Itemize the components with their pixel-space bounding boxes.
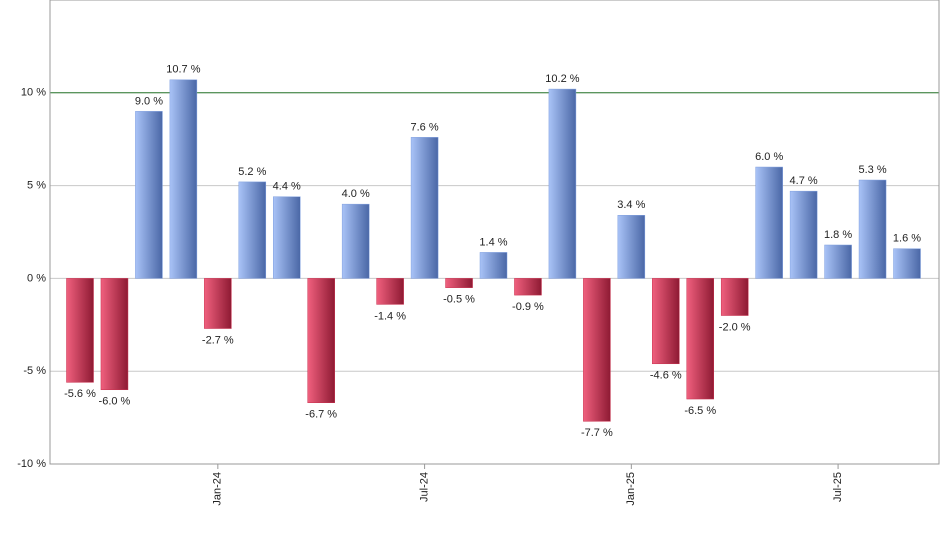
bar	[789, 190, 818, 279]
bar	[858, 179, 887, 279]
data-label: 1.8 %	[824, 229, 852, 241]
data-label: -1.4 %	[374, 310, 406, 322]
data-label: 5.2 %	[238, 166, 266, 178]
bar	[893, 248, 921, 279]
bar	[273, 196, 301, 279]
data-label: 10.2 %	[545, 73, 579, 85]
bar	[307, 278, 335, 404]
x-tick-label: Jan-25	[625, 472, 637, 506]
data-label: 6.0 %	[755, 151, 783, 163]
bar	[755, 166, 783, 279]
y-tick-label: 5 %	[27, 180, 46, 192]
bar	[341, 203, 370, 279]
bar	[445, 278, 473, 288]
y-tick-label: 0 %	[27, 272, 46, 284]
bar	[652, 278, 680, 365]
x-tick-label: Jan-24	[212, 472, 224, 506]
bar	[238, 181, 267, 279]
bar	[617, 215, 646, 279]
y-tick-label: -10 %	[17, 458, 46, 470]
data-label: 1.4 %	[479, 236, 507, 248]
data-label: -6.7 %	[305, 409, 337, 421]
data-label: 4.4 %	[273, 181, 301, 193]
y-tick-label: 10 %	[21, 87, 46, 99]
bar	[376, 278, 404, 305]
data-label: 10.7 %	[166, 64, 200, 76]
data-label: 7.6 %	[411, 121, 439, 133]
data-label: -6.0 %	[99, 396, 131, 408]
bar	[204, 278, 232, 329]
x-tick-label: Jul-25	[832, 472, 844, 502]
y-tick-label: -5 %	[23, 365, 46, 377]
bar	[514, 278, 542, 296]
bar	[824, 244, 852, 279]
bar	[410, 137, 439, 279]
bar	[548, 88, 577, 279]
data-label: 5.3 %	[858, 164, 886, 176]
bar	[479, 252, 508, 279]
data-label: -0.9 %	[512, 301, 544, 313]
data-label: 4.7 %	[790, 175, 818, 187]
data-label: -0.5 %	[443, 294, 475, 306]
data-label: -7.7 %	[581, 427, 613, 439]
bar	[66, 278, 94, 383]
data-label: 3.4 %	[617, 199, 645, 211]
bar	[583, 278, 611, 422]
bar	[100, 278, 129, 391]
x-tick-label: Jul-24	[418, 472, 430, 502]
data-label: -5.6 %	[64, 388, 96, 400]
data-label: -2.0 %	[719, 321, 751, 333]
bar	[720, 278, 749, 316]
bar	[686, 278, 714, 400]
data-label: -6.5 %	[684, 405, 716, 417]
data-label: -4.6 %	[650, 370, 682, 382]
data-label: -2.7 %	[202, 334, 234, 346]
data-label: 4.0 %	[342, 188, 370, 200]
data-label: 1.6 %	[893, 233, 921, 245]
data-label: 9.0 %	[135, 95, 163, 107]
bar	[135, 111, 163, 279]
bar	[169, 79, 198, 279]
plot-frame	[49, 0, 940, 465]
